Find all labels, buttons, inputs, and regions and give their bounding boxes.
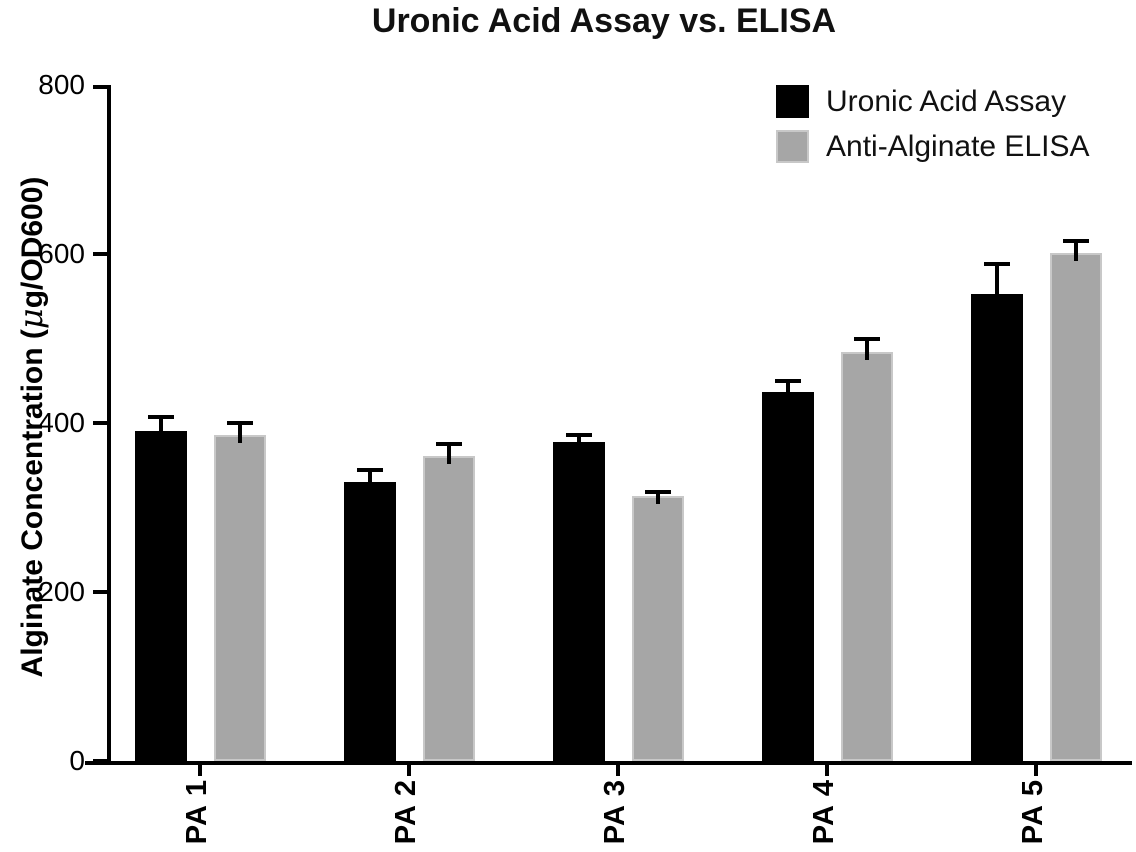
error-bar [147,414,174,440]
error-bar [644,489,671,504]
bar [213,434,266,761]
bar [422,455,475,761]
bar [970,293,1023,761]
legend-label: Uronic Acid Assay [826,84,1067,118]
error-bar [853,336,880,361]
y-tick-label: 800 [38,69,85,100]
error-bar-stem [1073,238,1078,262]
bar [840,352,893,761]
error-bar-stem [367,467,372,491]
error-bar [774,379,801,400]
bar [761,391,814,761]
legend-label: Anti-Alginate ELISA [826,129,1090,163]
y-tick-mark [93,590,107,594]
y-tick-label: 0 [69,745,85,776]
error-bar-stem [785,379,790,400]
error-bar-stem [655,489,660,504]
error-bar-stem [158,414,163,440]
x-tick-label: PA 4 [808,779,840,845]
legend-swatch [776,85,809,118]
y-tick-label: 200 [38,576,85,607]
error-bar [1062,238,1089,262]
y-tick-mark [93,421,107,425]
legend-row: Anti-Alginate ELISA [776,124,1089,169]
error-bar-cap [1062,238,1089,243]
error-bar [983,261,1010,302]
y-tick-mark [93,85,107,89]
error-bar [356,467,383,491]
y-tick-label: 600 [38,238,85,269]
x-tick-label: PA 3 [599,779,631,845]
error-bar-cap [356,467,383,472]
error-bar-cap [435,441,462,446]
error-bar-cap [565,433,592,438]
y-tick-mark [93,252,107,256]
chart-title: Uronic Acid Assay vs. ELISA [371,2,837,40]
x-tick-label: PA 5 [1017,779,1049,845]
error-bar-cap [853,336,880,341]
error-bar [226,421,253,443]
x-tick-mark [825,765,829,776]
error-bar-stem [864,336,869,361]
error-bar-cap [644,489,671,494]
y-tick-mark [93,759,107,763]
bar [552,441,605,761]
error-bar-stem [576,433,581,450]
x-axis-line [85,761,1132,765]
y-tick-label: 400 [38,407,85,438]
error-bar-stem [994,261,999,302]
error-bar-stem [446,441,451,464]
legend: Uronic Acid Assay Anti-Alginate ELISA [776,79,1089,169]
x-tick-mark [616,765,620,776]
x-tick-mark [198,765,202,776]
legend-swatch [776,130,809,163]
x-tick-mark [1034,765,1038,776]
error-bar-cap [147,414,174,419]
error-bar-stem [237,421,242,443]
x-tick-label: PA 1 [181,779,213,845]
bar [1049,253,1102,761]
bar [343,482,396,761]
bar [134,431,187,761]
error-bar [435,441,462,464]
x-tick-label: PA 2 [390,779,422,845]
x-tick-mark [407,765,411,776]
error-bar-cap [226,421,253,426]
legend-row: Uronic Acid Assay [776,79,1089,124]
error-bar-cap [983,261,1010,266]
error-bar-cap [774,379,801,384]
mu-symbol: μ [12,308,50,330]
bar [631,495,684,761]
plot-area: 0 200 400 600 800 PA 1 PA 2 PA 3 PA 4 PA 5 [38,71,1132,844]
y-axis-line [107,85,111,765]
error-bar [565,433,592,450]
